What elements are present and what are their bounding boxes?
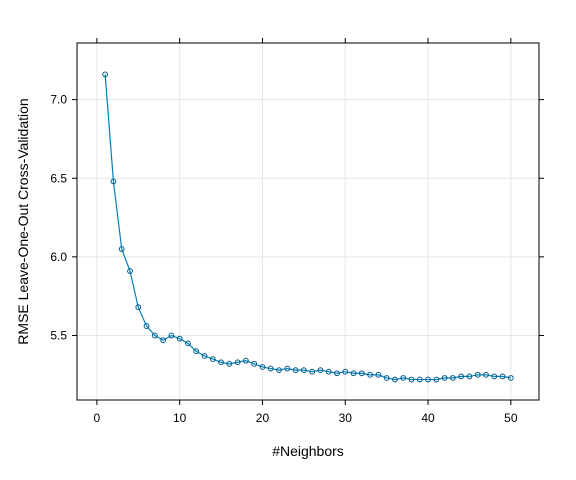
data-point — [160, 337, 167, 344]
data-point — [201, 353, 208, 359]
data-point — [441, 375, 448, 381]
data-point — [243, 357, 249, 364]
series-rmse — [102, 71, 514, 383]
data-point — [135, 304, 142, 311]
data-point — [218, 359, 224, 366]
y-tick-label: 5.5 — [50, 329, 67, 343]
data-point — [358, 370, 365, 377]
data-point — [110, 178, 117, 185]
data-point — [375, 371, 382, 378]
data-point — [193, 348, 200, 355]
data-point — [226, 360, 233, 367]
data-point — [491, 373, 498, 380]
series-line-0 — [104, 74, 511, 381]
x-tick-label: 40 — [421, 411, 435, 425]
data-point — [251, 360, 258, 367]
data-point — [342, 368, 349, 375]
axis-ticks — [72, 38, 544, 405]
data-point — [458, 373, 465, 380]
x-tick-label: 30 — [339, 411, 353, 425]
data-point — [416, 376, 423, 383]
data-point — [292, 367, 299, 374]
data-point — [400, 375, 407, 381]
y-tick-label: 6.5 — [50, 171, 67, 185]
data-point — [118, 246, 125, 252]
data-point — [317, 367, 324, 374]
data-point — [259, 364, 266, 370]
data-point — [499, 373, 506, 380]
grid-lines — [77, 43, 539, 400]
x-tick-label: 10 — [173, 411, 187, 425]
data-point — [267, 365, 274, 372]
y-tick-label: 7.0 — [50, 93, 67, 107]
data-point — [309, 368, 316, 375]
x-tick-label: 20 — [256, 411, 270, 425]
data-point — [408, 376, 415, 383]
data-point — [276, 367, 282, 374]
data-point — [185, 340, 191, 347]
axis-tick-labels: 0 10 20 30 40 50 5.5 6.0 6.5 7.0 — [50, 93, 518, 425]
data-point — [474, 371, 481, 378]
data-point — [383, 375, 390, 381]
y-tick-label: 6.0 — [50, 250, 67, 264]
data-point — [483, 371, 489, 378]
x-axis-label: #Neighbors — [272, 443, 344, 459]
data-point — [392, 376, 398, 383]
data-point — [350, 370, 357, 377]
data-point — [325, 368, 332, 375]
data-point — [176, 335, 183, 342]
data-point — [334, 370, 340, 377]
data-point — [433, 376, 440, 383]
plot-frame — [76, 42, 540, 401]
data-point — [449, 375, 456, 381]
data-point — [127, 268, 133, 274]
data-point — [507, 375, 514, 381]
data-point — [284, 365, 291, 372]
data-point — [300, 367, 307, 374]
data-point — [102, 71, 109, 78]
data-point — [151, 332, 158, 339]
x-tick-label: 0 — [94, 411, 101, 425]
y-axis-label: RMSE Leave-One-Out Cross-Validation — [15, 98, 31, 344]
x-tick-label: 50 — [504, 411, 518, 425]
data-point — [466, 373, 473, 380]
data-point — [425, 376, 431, 383]
data-point — [143, 323, 150, 329]
data-point — [234, 359, 241, 366]
data-point — [168, 332, 175, 339]
data-point — [209, 356, 216, 363]
data-point — [367, 371, 373, 378]
